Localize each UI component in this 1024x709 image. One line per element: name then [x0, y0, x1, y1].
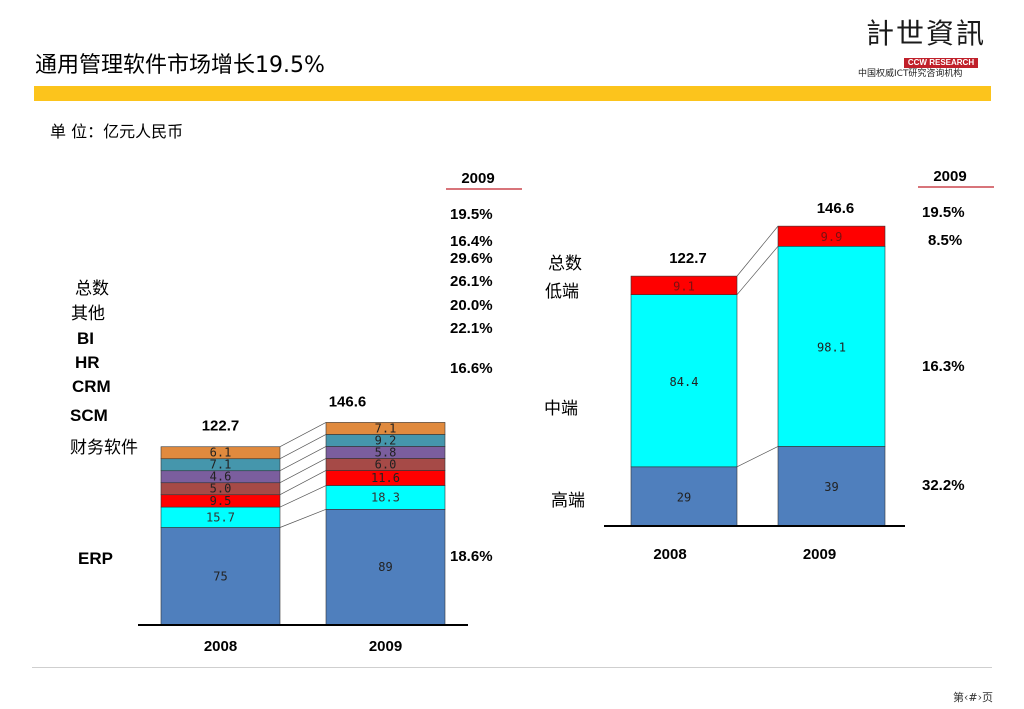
x-tick-label: 2009 [369, 638, 402, 655]
data-label: 7.1 [375, 421, 397, 435]
bar-segment [160, 527, 281, 626]
page-title: 通用管理软件市场增长19.5% [35, 53, 325, 78]
growth-header: 2009 [933, 168, 966, 185]
growth-label: 32.2% [922, 477, 965, 494]
data-label: 4.6 [210, 470, 232, 484]
logo-tagline: 中国权威ICT研究咨询机构 [858, 69, 963, 79]
row-label: 低端 [545, 282, 579, 301]
bar-segment [325, 422, 446, 435]
growth-label: 16.6% [450, 360, 493, 377]
data-label: 39 [824, 480, 838, 494]
connector-line [279, 434, 327, 460]
data-label: 98.1 [817, 340, 846, 354]
row-label: 其他 [71, 304, 105, 323]
growth-label: 20.0% [450, 297, 493, 314]
row-label: 总数 [75, 279, 109, 298]
connector-line [736, 246, 779, 295]
data-label: 6.0 [375, 457, 397, 471]
data-label: 89 [378, 560, 392, 574]
connector-line [279, 458, 327, 484]
bar-segment [630, 294, 738, 468]
row-label: SCM [70, 406, 108, 425]
growth-label: 16.3% [922, 358, 965, 375]
chart-software-segments: 7515.79.55.04.67.16.1122.720088918.311.6… [70, 170, 522, 655]
data-label: 9.1 [673, 279, 695, 293]
growth-label: 19.5% [450, 206, 493, 223]
x-tick-label: 2009 [803, 546, 836, 563]
growth-label: 19.5% [922, 204, 965, 221]
data-label: 84.4 [670, 375, 699, 389]
total-label: 146.6 [817, 200, 855, 217]
total-label: 122.7 [202, 418, 240, 435]
x-tick-label: 2008 [653, 546, 686, 563]
growth-label: 18.6% [450, 548, 493, 565]
connector-line [279, 485, 327, 508]
bar-segment [325, 508, 446, 626]
data-label: 15.7 [206, 510, 235, 524]
bar-segment [630, 466, 738, 527]
header-accent-bar [34, 86, 991, 101]
row-label: BI [77, 329, 94, 348]
row-label: ERP [78, 549, 113, 568]
unit-label: 单 位：亿元人民币 [50, 122, 184, 141]
total-label: 146.6 [329, 393, 367, 410]
ccw-logo: 計世資訊 CCW RESEARCH [862, 18, 990, 69]
data-label: 9.2 [375, 433, 397, 447]
row-label: 总数 [548, 254, 582, 273]
page-number: 第‹#›页 [953, 691, 994, 704]
data-label: 6.1 [210, 446, 232, 460]
bar-segment [630, 275, 738, 295]
connector-line [279, 508, 327, 528]
bar-segment [777, 246, 886, 447]
connector-line [279, 470, 327, 496]
footer-divider [32, 667, 992, 668]
data-label: 9.9 [821, 230, 843, 244]
data-label: 75 [213, 569, 227, 583]
data-label: 11.6 [371, 471, 400, 485]
connector-line [736, 225, 779, 277]
row-label: CRM [72, 377, 111, 396]
x-tick-label: 2008 [204, 638, 237, 655]
row-label: 高端 [551, 491, 585, 510]
total-label: 122.7 [669, 250, 707, 267]
bar-segment [777, 446, 886, 527]
data-label: 7.1 [210, 458, 232, 472]
row-label: HR [75, 353, 100, 372]
bar-segment [777, 225, 886, 247]
row-label: 财务软件 [70, 438, 138, 457]
growth-label: 26.1% [450, 273, 493, 290]
chart-market-tiers: 29 84.4 9.1 122.7 2008 39 98.1 9.9 146.6 2009 2009… [544, 168, 994, 563]
connector-line [279, 422, 327, 448]
growth-header: 2009 [461, 170, 494, 187]
growth-label: 8.5% [928, 232, 962, 249]
data-label: 9.5 [210, 494, 232, 508]
data-label: 5.0 [210, 482, 232, 496]
data-label: 5.8 [375, 445, 397, 459]
growth-label: 16.4% [450, 233, 493, 250]
growth-label: 29.6% [450, 250, 493, 267]
connector-line [736, 446, 779, 468]
logo-english: CCW RESEARCH [903, 58, 979, 68]
logo-chinese: 計世資訊 [865, 17, 986, 50]
connector-line [279, 446, 327, 472]
row-label: 中端 [544, 399, 578, 418]
growth-label: 22.1% [450, 320, 493, 337]
data-label: 18.3 [371, 490, 400, 504]
bar-segment [160, 446, 281, 460]
data-label: 29 [677, 490, 691, 504]
